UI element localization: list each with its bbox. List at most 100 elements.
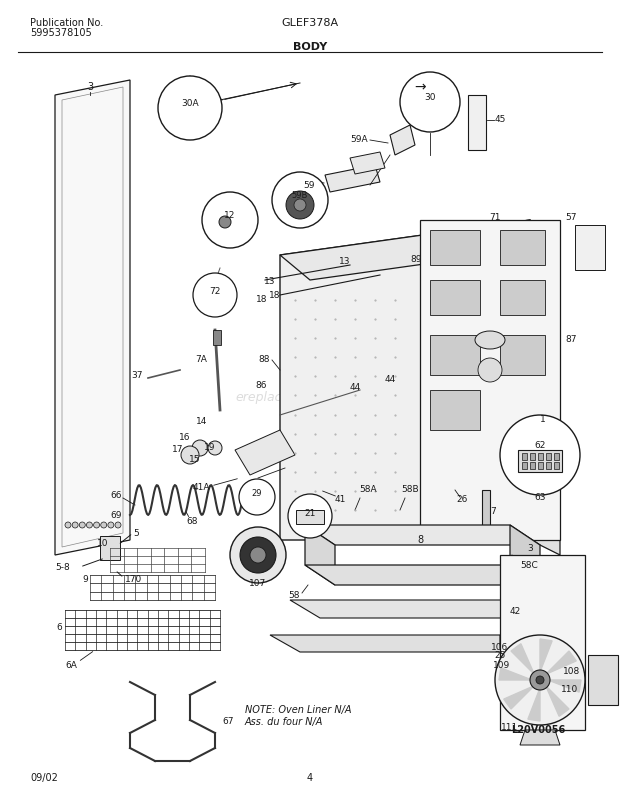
Text: 59A: 59A [350,136,368,145]
Text: 16: 16 [179,433,190,441]
Text: 58A: 58A [359,485,377,495]
Text: 25: 25 [494,652,506,661]
Circle shape [500,415,580,495]
Polygon shape [55,80,130,555]
Polygon shape [520,730,560,745]
Circle shape [400,72,460,132]
Circle shape [100,522,107,528]
Circle shape [208,441,222,455]
Circle shape [158,76,222,140]
Text: BODY: BODY [293,42,327,52]
Text: 6: 6 [56,623,62,633]
Bar [538,462,543,469]
Bar [482,490,490,540]
Text: 14: 14 [196,418,207,426]
Text: 5-8: 5-8 [55,564,69,572]
Text: 106: 106 [492,642,508,652]
Polygon shape [390,125,415,155]
Bar [588,655,618,705]
Polygon shape [500,635,530,665]
Text: 44: 44 [384,376,396,384]
Bar [546,462,551,469]
Text: 58: 58 [288,591,300,599]
Text: 107: 107 [249,580,267,588]
Circle shape [192,440,208,456]
Text: L20V0056: L20V0056 [511,725,565,735]
Polygon shape [530,220,560,555]
Polygon shape [510,525,540,585]
Text: 15: 15 [188,456,200,464]
Text: 57: 57 [565,214,577,222]
Polygon shape [305,525,335,585]
Bar [296,510,324,524]
Polygon shape [540,639,552,672]
Polygon shape [235,430,295,475]
Text: GLEF378A: GLEF378A [281,18,339,28]
Bar [554,462,559,469]
Polygon shape [280,220,530,540]
Polygon shape [305,565,540,585]
Text: 18: 18 [268,291,280,299]
Text: 67: 67 [222,718,234,727]
Text: 5995378105: 5995378105 [30,28,92,38]
Bar [554,453,559,460]
Polygon shape [503,686,534,709]
Polygon shape [290,600,535,618]
Text: 68: 68 [186,518,198,526]
Bar [500,230,545,265]
Text: 41: 41 [334,495,346,504]
Text: 1: 1 [540,415,546,425]
Circle shape [286,191,314,219]
Text: 59B: 59B [292,191,308,201]
Circle shape [536,676,544,684]
Circle shape [272,172,328,228]
Text: 63: 63 [534,492,546,502]
Circle shape [250,547,266,563]
Text: 7A: 7A [195,356,207,364]
Text: 62: 62 [534,441,546,449]
Polygon shape [546,651,576,674]
Bar [213,330,221,345]
Circle shape [478,358,502,382]
Circle shape [495,635,585,725]
Text: 30: 30 [424,92,436,102]
Text: 17: 17 [172,445,183,454]
Text: 110: 110 [561,685,578,695]
Text: 41A: 41A [192,483,210,491]
Polygon shape [270,635,530,652]
Polygon shape [511,644,534,674]
Bar [430,280,480,315]
Text: 86: 86 [255,380,267,390]
Polygon shape [499,668,532,680]
Bar [430,335,480,375]
Text: 69: 69 [110,511,122,521]
Bar [518,450,562,472]
Bar [500,555,585,730]
Circle shape [530,670,550,690]
Text: 88: 88 [259,356,270,364]
Polygon shape [280,220,560,280]
Circle shape [294,199,306,211]
Text: 5: 5 [133,529,139,538]
Circle shape [193,273,237,317]
Circle shape [65,522,71,528]
Text: 4: 4 [307,773,313,783]
Circle shape [219,216,231,228]
Circle shape [230,527,286,583]
Text: 59: 59 [304,180,315,190]
Polygon shape [548,680,581,692]
Text: 13: 13 [339,257,351,267]
Circle shape [288,494,332,538]
Text: ereplacementparts.com: ereplacementparts.com [235,391,385,403]
Text: 44: 44 [350,384,361,392]
Ellipse shape [475,331,505,349]
Bar [546,453,551,460]
Text: 37: 37 [131,371,143,380]
Text: 58C: 58C [520,561,538,569]
Text: 6A: 6A [65,661,77,669]
Text: 9: 9 [82,576,88,584]
Circle shape [94,522,100,528]
Text: NOTE: Oven Liner N/A: NOTE: Oven Liner N/A [245,705,352,715]
Bar [430,230,480,265]
Polygon shape [305,525,540,545]
